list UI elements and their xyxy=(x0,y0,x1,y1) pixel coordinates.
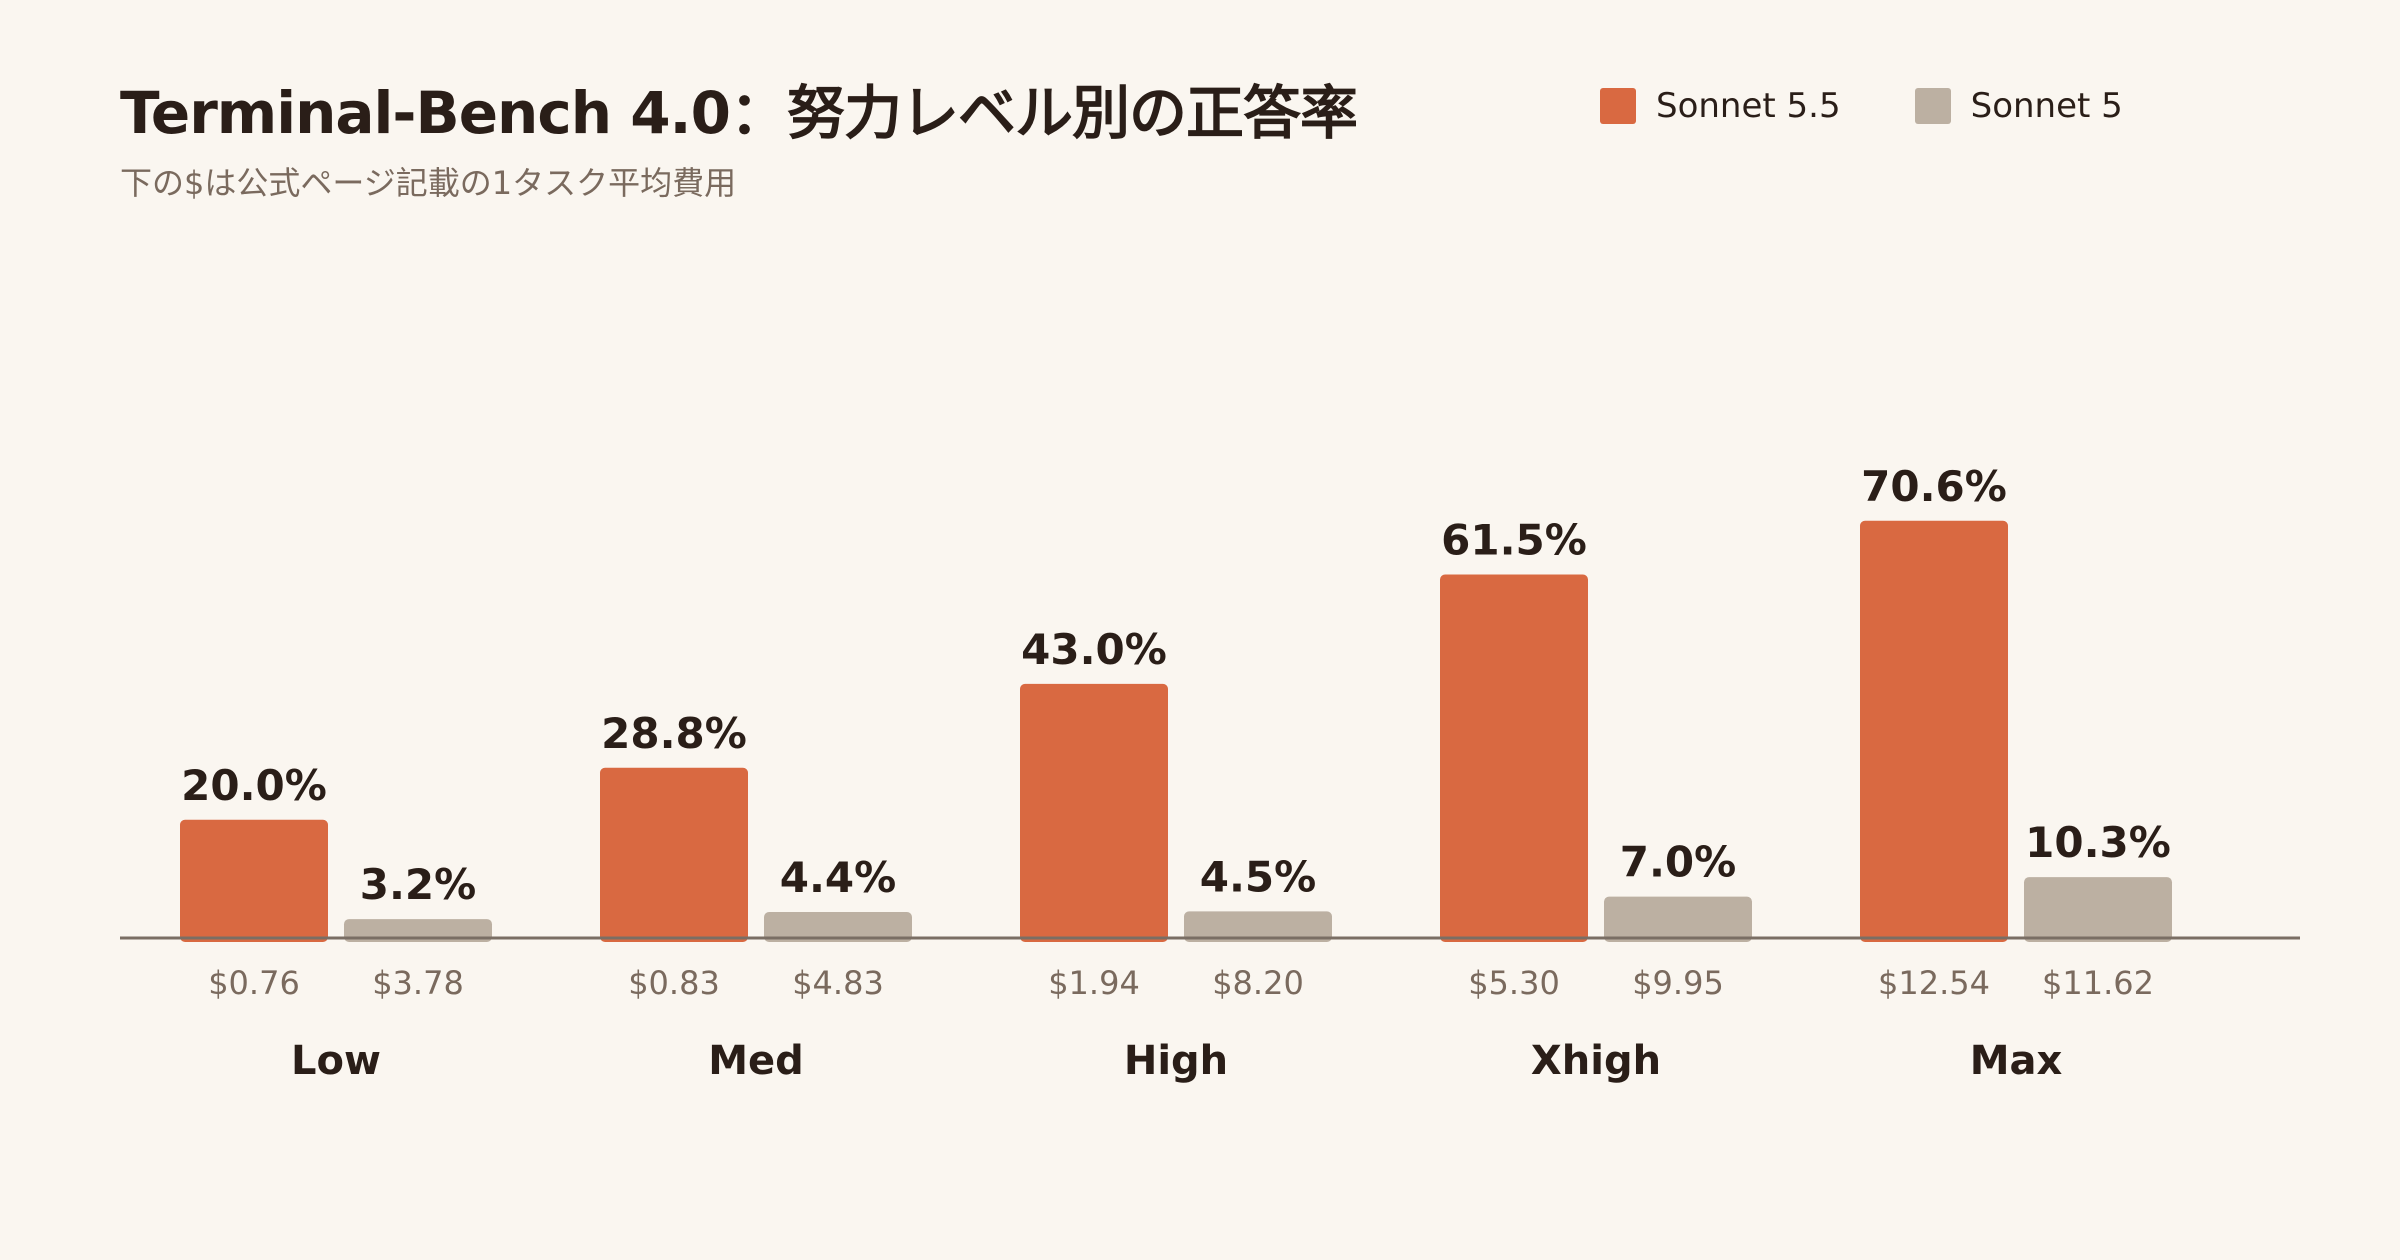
bar-sonnet-5-5-xhigh xyxy=(1440,574,1588,942)
value-label-sonnet-5-5-xhigh: 61.5% xyxy=(1441,516,1587,565)
bar-sonnet-5-low xyxy=(344,919,492,942)
bar-group-low: 20.0% $0.76 3.2% $3.78 Low xyxy=(180,761,492,1084)
value-label-sonnet-5-5-max: 70.6% xyxy=(1861,462,2007,511)
value-label-sonnet-5-5-high: 43.0% xyxy=(1021,625,1167,674)
bar-sonnet-5-high xyxy=(1184,911,1332,942)
chart-title: Terminal-Bench 4.0：努力レベル別の正答率 xyxy=(120,79,1358,147)
legend-label-sonnet-5: Sonnet 5 xyxy=(1970,86,2123,126)
bar-group-med: 28.8% $0.83 4.4% $4.83 Med xyxy=(600,709,912,1084)
value-label-sonnet-5-5-med: 28.8% xyxy=(601,709,747,758)
cost-label-sonnet-5-med: $4.83 xyxy=(792,964,884,1002)
bar-sonnet-5-5-low xyxy=(180,819,328,942)
cost-label-sonnet-5-5-low: $0.76 xyxy=(208,964,300,1002)
value-label-sonnet-5-max: 10.3% xyxy=(2025,818,2171,867)
cost-label-sonnet-5-5-xhigh: $5.30 xyxy=(1468,964,1560,1002)
cost-label-sonnet-5-high: $8.20 xyxy=(1212,964,1304,1002)
cost-label-sonnet-5-5-med: $0.83 xyxy=(628,964,720,1002)
value-label-sonnet-5-xhigh: 7.0% xyxy=(1620,838,1736,887)
category-label-high: High xyxy=(1124,1038,1228,1084)
bar-group-xhigh: 61.5% $5.30 7.0% $9.95 Xhigh xyxy=(1440,516,1752,1084)
category-label-low: Low xyxy=(291,1038,381,1084)
cost-label-sonnet-5-low: $3.78 xyxy=(372,964,464,1002)
category-label-med: Med xyxy=(708,1038,804,1084)
bar-sonnet-5-5-med xyxy=(600,767,748,942)
cost-label-sonnet-5-max: $11.62 xyxy=(2042,964,2154,1002)
bar-sonnet-5-max xyxy=(2024,877,2172,942)
value-label-sonnet-5-high: 4.5% xyxy=(1200,852,1316,901)
bar-sonnet-5-5-max xyxy=(1860,520,2008,942)
value-label-sonnet-5-5-low: 20.0% xyxy=(181,761,327,810)
legend: Sonnet 5.5 Sonnet 5 xyxy=(1600,86,2197,126)
cost-label-sonnet-5-xhigh: $9.95 xyxy=(1632,964,1724,1002)
chart-subtitle: 下の$は公式ページ記載の1タスク平均費用 xyxy=(120,164,737,202)
legend-swatch-sonnet-5-5 xyxy=(1600,88,1636,124)
legend-swatch-sonnet-5 xyxy=(1914,88,1951,124)
legend-label-sonnet-5-5: Sonnet 5.5 xyxy=(1656,86,1841,126)
bar-sonnet-5-med xyxy=(764,911,912,942)
bar-sonnet-5-5-high xyxy=(1020,683,1168,942)
legend-item-sonnet-5-5: Sonnet 5.5 xyxy=(1600,86,1841,126)
bar-group-max: 70.6% $12.54 10.3% $11.62 Max xyxy=(1860,462,2172,1084)
legend-item-sonnet-5: Sonnet 5 xyxy=(1914,86,2123,126)
category-label-max: Max xyxy=(1970,1038,2063,1084)
cost-label-sonnet-5-5-max: $12.54 xyxy=(1878,964,1990,1002)
value-label-sonnet-5-med: 4.4% xyxy=(780,853,896,902)
bar-group-high: 43.0% $1.94 4.5% $8.20 High xyxy=(1020,625,1332,1084)
value-label-sonnet-5-low: 3.2% xyxy=(360,860,476,909)
category-label-xhigh: Xhigh xyxy=(1531,1038,1661,1084)
bar-sonnet-5-xhigh xyxy=(1604,896,1752,942)
cost-label-sonnet-5-5-high: $1.94 xyxy=(1048,964,1140,1002)
